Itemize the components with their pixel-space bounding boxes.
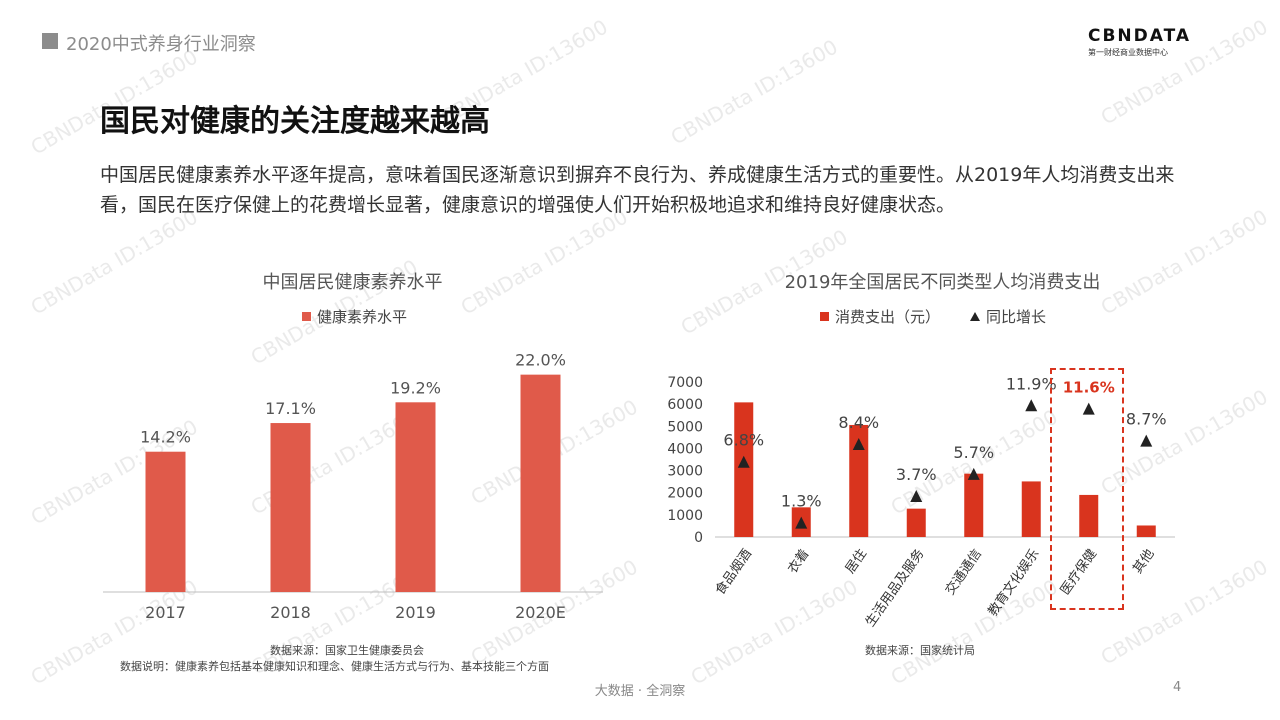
watermark-text: CBNData ID:13600 [456, 204, 632, 320]
bar [520, 374, 561, 592]
growth-marker [967, 467, 980, 480]
x-tick-label: 2018 [270, 603, 311, 622]
bar [1136, 525, 1156, 537]
x-tick-label: 交通通信 [942, 546, 985, 598]
growth-label: 3.7% [896, 465, 937, 484]
y-tick-label: 7000 [667, 375, 703, 391]
bar [270, 423, 311, 592]
left-chart-legend: 健康素养水平 [302, 306, 407, 327]
y-tick-label: 5000 [667, 419, 703, 435]
growth-marker [852, 438, 865, 450]
growth-marker [1082, 402, 1095, 415]
growth-marker [795, 516, 808, 529]
bar [906, 508, 926, 537]
legend-triangle-icon [970, 312, 981, 321]
growth-label: 8.7% [1126, 410, 1167, 429]
y-tick-label: 3000 [667, 464, 703, 480]
x-tick-label: 衣着 [784, 546, 812, 576]
x-tick-label: 食品烟酒 [712, 546, 755, 598]
growth-marker [1025, 399, 1038, 412]
y-tick-label: 0 [694, 530, 703, 546]
right-source: 数据来源：国家统计局 [865, 644, 975, 657]
legend-label: 同比增长 [986, 308, 1047, 326]
growth-label: 11.9% [1006, 374, 1057, 393]
legend-swatch [302, 312, 311, 321]
footer-slogan: 大数据 · 全洞察 [594, 684, 686, 699]
watermark-text: CBNData ID:13600 [1096, 204, 1272, 320]
page-number: 4 [1173, 680, 1182, 695]
legend-label: 健康素养水平 [317, 308, 408, 326]
logo-text: CBNDATA [1088, 26, 1192, 46]
y-tick-label: 6000 [667, 397, 703, 413]
bar [849, 424, 869, 537]
right-chart-title: 2019年全国居民不同类型人均消费支出 [784, 272, 1101, 293]
page-title: 国民对健康的关注度越来越高 [100, 104, 490, 139]
bar [964, 473, 984, 537]
bar [734, 402, 754, 537]
x-tick-label: 生活用品及服务 [862, 546, 927, 630]
x-tick-label: 2020E [515, 603, 566, 622]
y-tick-label: 2000 [667, 486, 703, 502]
watermark-text: CBNData ID:13600 [26, 204, 202, 320]
growth-label: 8.4% [838, 413, 879, 432]
growth-marker [737, 455, 750, 468]
data-label: 19.2% [390, 378, 441, 397]
bar [145, 451, 186, 592]
x-tick-label: 2019 [395, 603, 436, 622]
intro-paragraph: 中国居民健康素养水平逐年提高，意味着国民逐渐意识到摒弃不良行为、养成健康生活方式… [100, 164, 1175, 216]
growth-marker [1140, 434, 1153, 447]
bar [395, 402, 436, 592]
highlight-box [1050, 368, 1124, 610]
data-label: 22.0% [515, 351, 566, 370]
left-bar-chart: 14.2% 2017 17.1% 2018 19.2% 2019 22.0% 2020E [103, 351, 603, 622]
left-source: 数据来源：国家卫生健康委员会 [270, 644, 424, 657]
data-label: 14.2% [140, 428, 191, 447]
growth-marker [910, 490, 923, 503]
growth-label: 5.7% [953, 443, 994, 462]
section-title: 2020中式养身行业洞察 [66, 34, 256, 55]
legend-label: 消费支出（元） [835, 308, 941, 326]
x-tick-label: 教育文化娱乐 [985, 546, 1043, 619]
x-tick-label: 其他 [1130, 547, 1157, 577]
growth-label: 6.8% [723, 431, 764, 450]
legend-swatch [820, 312, 829, 321]
watermark-text: CBNData ID:13600 [666, 34, 842, 150]
growth-label: 11.6% [1063, 379, 1115, 397]
x-tick-label: 2017 [145, 603, 186, 622]
header-marker [42, 33, 58, 49]
bar [1021, 481, 1041, 537]
y-tick-label: 1000 [667, 508, 703, 524]
data-label: 17.1% [265, 399, 316, 418]
left-chart-title: 中国居民健康素养水平 [262, 272, 443, 293]
right-chart-legend: 消费支出（元） 同比增长 [820, 306, 1046, 327]
growth-label: 1.3% [781, 492, 822, 511]
logo-subtitle: 第一财经商业数据中心 [1088, 48, 1168, 57]
left-note: 数据说明：健康素养包括基本健康知识和理念、健康生活方式与行为、基本技能三个方面 [120, 660, 549, 673]
x-tick-label: 居住 [843, 547, 870, 577]
right-combo-chart: 0 1000 2000 3000 4000 5000 6000 7000 6.8% 食品烟酒 1.3… [667, 374, 1175, 630]
y-tick-label: 4000 [667, 441, 703, 457]
bar [1079, 494, 1099, 537]
cbndata-logo: CBNDATA 第一财经商业数据中心 [1088, 26, 1192, 58]
